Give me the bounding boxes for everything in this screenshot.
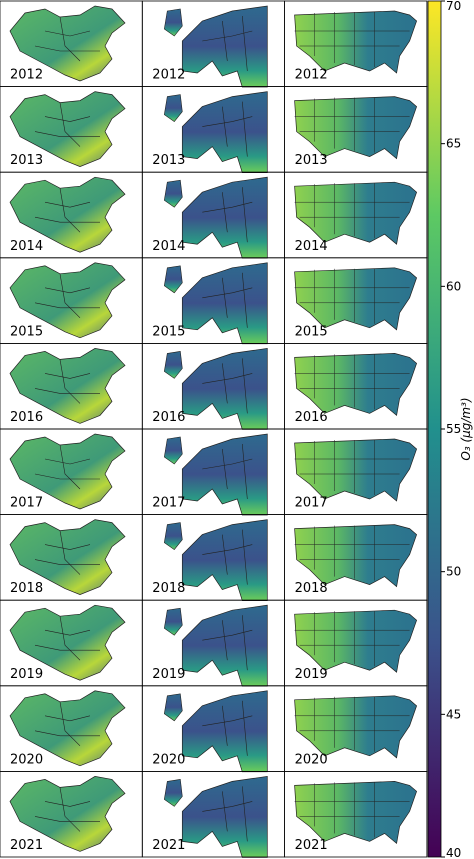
map-panel: 2021 — [0, 771, 143, 858]
map-panel: 2016 — [284, 342, 428, 430]
colorbar — [427, 0, 442, 858]
map-grid: 2012 2012 2012 2013 2013 2013 2014 2014 2014 2015… — [0, 0, 428, 858]
region-map — [294, 10, 417, 74]
region-map — [294, 181, 417, 245]
year-label: 2012 — [152, 68, 185, 83]
year-label: 2019 — [152, 667, 185, 682]
map-panel: 2020 — [141, 685, 286, 773]
year-label: 2021 — [152, 838, 185, 853]
region-map — [294, 353, 417, 416]
year-label: 2020 — [10, 752, 43, 767]
year-label: 2013 — [295, 153, 328, 168]
year-label: 2021 — [10, 838, 43, 853]
map-panel: 2015 — [141, 257, 286, 345]
year-label: 2015 — [295, 324, 328, 339]
map-panel: 2019 — [284, 599, 428, 687]
map-panel: 2017 — [141, 428, 286, 516]
colorbar-tick-label: 45 — [446, 707, 461, 721]
colorbar-tick-label: 55 — [446, 422, 461, 436]
region-map — [294, 695, 417, 759]
map-panel: 2020 — [0, 685, 143, 772]
map-panel: 2014 — [284, 171, 428, 259]
year-label: 2018 — [295, 581, 328, 596]
map-panel: 2016 — [141, 342, 286, 430]
map-panel: 2017 — [0, 428, 143, 515]
map-panel: 2012 — [0, 0, 143, 87]
year-label: 2012 — [295, 68, 328, 83]
map-panel: 2014 — [0, 171, 143, 259]
map-panel: 2015 — [0, 257, 143, 344]
colorbar-tick-label: 50 — [446, 565, 461, 579]
map-panel: 2019 — [141, 599, 286, 687]
map-panel: 2013 — [141, 86, 286, 173]
map-panel: 2021 — [141, 771, 286, 858]
map-panel: 2020 — [284, 685, 428, 772]
year-label: 2014 — [152, 239, 185, 254]
colorbar-tick-label: 65 — [446, 137, 461, 151]
year-label: 2021 — [295, 838, 328, 853]
colorbar-label: O₃ (μg/m³) — [459, 397, 473, 460]
map-panel: 2018 — [284, 514, 428, 601]
map-panel: 2015 — [284, 257, 428, 344]
year-label: 2016 — [10, 410, 43, 425]
map-panel: 2019 — [0, 599, 143, 687]
region-map — [294, 609, 417, 673]
year-label: 2017 — [10, 496, 43, 511]
year-label: 2016 — [295, 410, 328, 425]
year-label: 2016 — [152, 410, 185, 425]
year-label: 2017 — [295, 496, 328, 511]
map-panel: 2012 — [284, 0, 428, 87]
map-panel: 2017 — [284, 428, 428, 515]
map-panel: 2018 — [0, 514, 143, 601]
year-label: 2018 — [152, 581, 185, 596]
year-label: 2020 — [152, 752, 185, 767]
map-panel: 2021 — [284, 771, 428, 858]
map-panel: 2014 — [141, 171, 286, 259]
region-map — [294, 781, 417, 844]
year-label: 2020 — [295, 752, 328, 767]
panel-frame — [284, 771, 428, 858]
year-label: 2014 — [10, 239, 43, 254]
map-panel: 2013 — [0, 86, 143, 173]
year-label: 2017 — [152, 496, 185, 511]
region-map — [294, 267, 417, 331]
map-panel: 2012 — [141, 0, 286, 88]
region-map — [294, 438, 417, 502]
year-label: 2015 — [10, 324, 43, 339]
colorbar-tick-label: 40 — [446, 846, 461, 859]
colorbar-tick-label: 60 — [446, 279, 461, 293]
year-label: 2015 — [152, 324, 185, 339]
year-label: 2014 — [295, 239, 328, 254]
map-panel: 2013 — [284, 86, 428, 173]
map-panel: 2016 — [0, 342, 143, 430]
map-panel: 2018 — [141, 514, 286, 601]
year-label: 2019 — [10, 667, 43, 682]
year-label: 2013 — [152, 153, 185, 168]
region-map — [294, 96, 417, 159]
year-label: 2018 — [10, 581, 43, 596]
year-label: 2012 — [10, 68, 43, 83]
year-label: 2019 — [295, 667, 328, 682]
colorbar-tick-label: 70 — [446, 0, 461, 13]
year-label: 2013 — [10, 153, 43, 168]
region-map — [294, 524, 417, 587]
